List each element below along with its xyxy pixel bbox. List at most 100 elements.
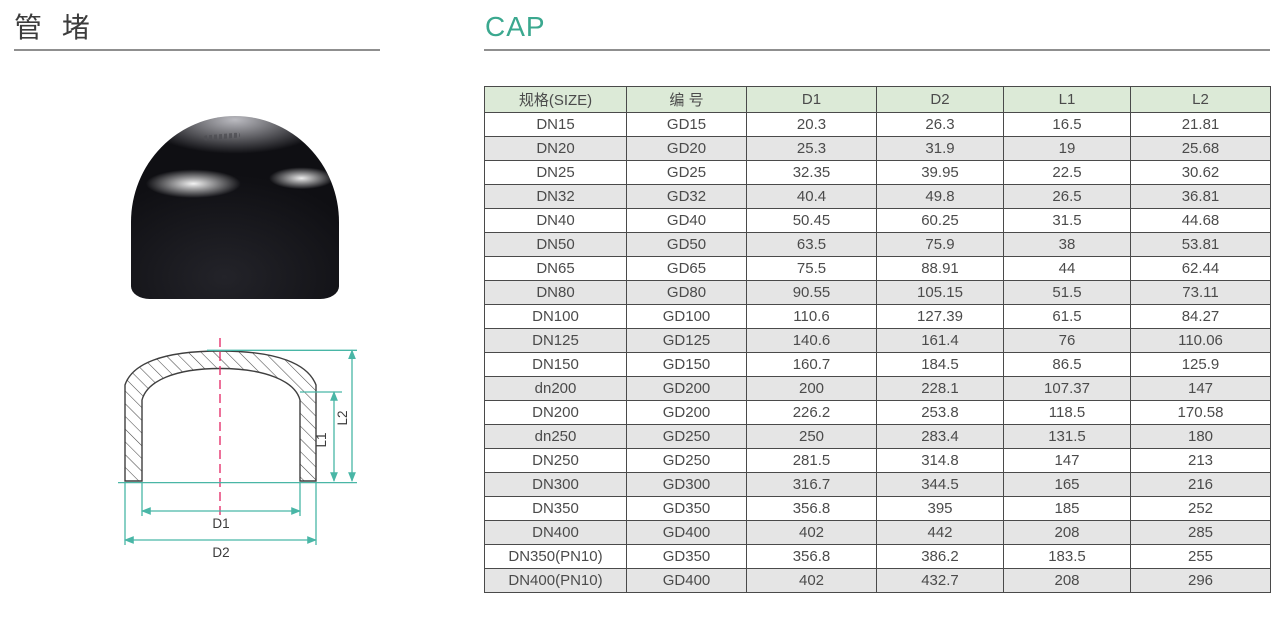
table-cell: 216	[1130, 472, 1271, 497]
cap-section-diagram: D1 D2 L1 L2	[118, 338, 357, 560]
cap-brand-mark	[203, 132, 240, 141]
table-cell: 90.55	[746, 280, 877, 305]
table-cell: 84.27	[1130, 304, 1271, 329]
table-cell: GD400	[626, 568, 747, 593]
table-cell: 36.81	[1130, 184, 1271, 209]
table-cell: 147	[1003, 448, 1131, 473]
table-cell: 140.6	[746, 328, 877, 353]
table-cell: 356.8	[746, 544, 877, 569]
table-cell: DN80	[484, 280, 627, 305]
table-cell: dn250	[484, 424, 627, 449]
header-cell: 编 号	[626, 86, 747, 113]
table-cell: 39.95	[876, 160, 1004, 185]
dim-label-l1: L1	[314, 432, 329, 447]
table-row: DN40 GD40 50.45 60.25 31.5 44.68	[484, 208, 1271, 233]
table-cell: GD65	[626, 256, 747, 281]
table-cell: GD350	[626, 496, 747, 521]
table-cell: 51.5	[1003, 280, 1131, 305]
table-cell: 86.5	[1003, 352, 1131, 377]
table-cell: DN350(PN10)	[484, 544, 627, 569]
table-cell: 395	[876, 496, 1004, 521]
table-row: DN25 GD25 32.35 39.95 22.5 30.62	[484, 160, 1271, 185]
table-row: DN400 GD400 402 442 208 285	[484, 520, 1271, 545]
table-cell: 228.1	[876, 376, 1004, 401]
header-row: 规格(SIZE) 编 号 D1 D2 L1 L2	[484, 86, 1271, 113]
table-cell: DN32	[484, 184, 627, 209]
table-cell: 281.5	[746, 448, 877, 473]
table-row: DN65 GD65 75.5 88.91 44 62.44	[484, 256, 1271, 281]
table-row: DN350(PN10) GD350 356.8 386.2 183.5 255	[484, 544, 1271, 569]
table-cell: GD350	[626, 544, 747, 569]
table-cell: 19	[1003, 136, 1131, 161]
table-cell: GD125	[626, 328, 747, 353]
table-row: DN350 GD350 356.8 395 185 252	[484, 496, 1271, 521]
table-cell: 75.9	[876, 232, 1004, 257]
table-cell: DN250	[484, 448, 627, 473]
table-cell: 285	[1130, 520, 1271, 545]
table-cell: DN65	[484, 256, 627, 281]
table-cell: 125.9	[1130, 352, 1271, 377]
table-cell: DN350	[484, 496, 627, 521]
table-cell: 160.7	[746, 352, 877, 377]
table-cell: DN150	[484, 352, 627, 377]
table-cell: GD40	[626, 208, 747, 233]
table-cell: DN25	[484, 160, 627, 185]
table-cell: 26.5	[1003, 184, 1131, 209]
table-row: DN20 GD20 25.3 31.9 19 25.68	[484, 136, 1271, 161]
table-cell: 213	[1130, 448, 1271, 473]
table-row: DN80 GD80 90.55 105.15 51.5 73.11	[484, 280, 1271, 305]
table-cell: GD32	[626, 184, 747, 209]
table-cell: GD150	[626, 352, 747, 377]
table-cell: DN300	[484, 472, 627, 497]
table-cell: GD100	[626, 304, 747, 329]
table-cell: GD250	[626, 424, 747, 449]
table-row: DN300 GD300 316.7 344.5 165 216	[484, 472, 1271, 497]
table-cell: DN15	[484, 112, 627, 137]
table-cell: 432.7	[876, 568, 1004, 593]
product-photo-cap	[131, 116, 339, 299]
table-cell: DN50	[484, 232, 627, 257]
table-cell: 183.5	[1003, 544, 1131, 569]
table-cell: 255	[1130, 544, 1271, 569]
dim-label-l2: L2	[335, 410, 350, 425]
table-row: dn200 GD200 200 228.1 107.37 147	[484, 376, 1271, 401]
table-cell: 25.68	[1130, 136, 1271, 161]
table-cell: 386.2	[876, 544, 1004, 569]
table-cell: 442	[876, 520, 1004, 545]
table-cell: 250	[746, 424, 877, 449]
spec-table-head: 规格(SIZE) 编 号 D1 D2 L1 L2	[484, 86, 1271, 113]
table-cell: GD80	[626, 280, 747, 305]
table-cell: 184.5	[876, 352, 1004, 377]
table-row: DN125 GD125 140.6 161.4 76 110.06	[484, 328, 1271, 353]
table-cell: 44.68	[1130, 208, 1271, 233]
table-cell: DN400(PN10)	[484, 568, 627, 593]
table-cell: 40.4	[746, 184, 877, 209]
table-cell: DN200	[484, 400, 627, 425]
table-cell: 253.8	[876, 400, 1004, 425]
table-cell: 402	[746, 520, 877, 545]
table-cell: DN400	[484, 520, 627, 545]
table-cell: GD50	[626, 232, 747, 257]
page-title-chinese: 管 堵	[14, 12, 96, 43]
dim-label-d2: D2	[212, 545, 229, 560]
table-cell: 252	[1130, 496, 1271, 521]
table-cell: 296	[1130, 568, 1271, 593]
table-row: DN200 GD200 226.2 253.8 118.5 170.58	[484, 400, 1271, 425]
table-cell: 61.5	[1003, 304, 1131, 329]
table-row: DN400(PN10) GD400 402 432.7 208 296	[484, 568, 1271, 593]
table-cell: 165	[1003, 472, 1131, 497]
header-cell: 规格(SIZE)	[484, 86, 627, 113]
table-cell: 131.5	[1003, 424, 1131, 449]
table-cell: GD200	[626, 400, 747, 425]
spec-table-body: DN15 GD15 20.3 26.3 16.5 21.81 DN20 GD20 25.3 31.…	[484, 112, 1271, 593]
table-cell: 402	[746, 568, 877, 593]
table-cell: 21.81	[1130, 112, 1271, 137]
table-cell: 49.8	[876, 184, 1004, 209]
table-cell: 314.8	[876, 448, 1004, 473]
table-cell: 16.5	[1003, 112, 1131, 137]
table-cell: 283.4	[876, 424, 1004, 449]
table-cell: 22.5	[1003, 160, 1131, 185]
table-cell: 20.3	[746, 112, 877, 137]
table-cell: 356.8	[746, 496, 877, 521]
table-cell: 200	[746, 376, 877, 401]
